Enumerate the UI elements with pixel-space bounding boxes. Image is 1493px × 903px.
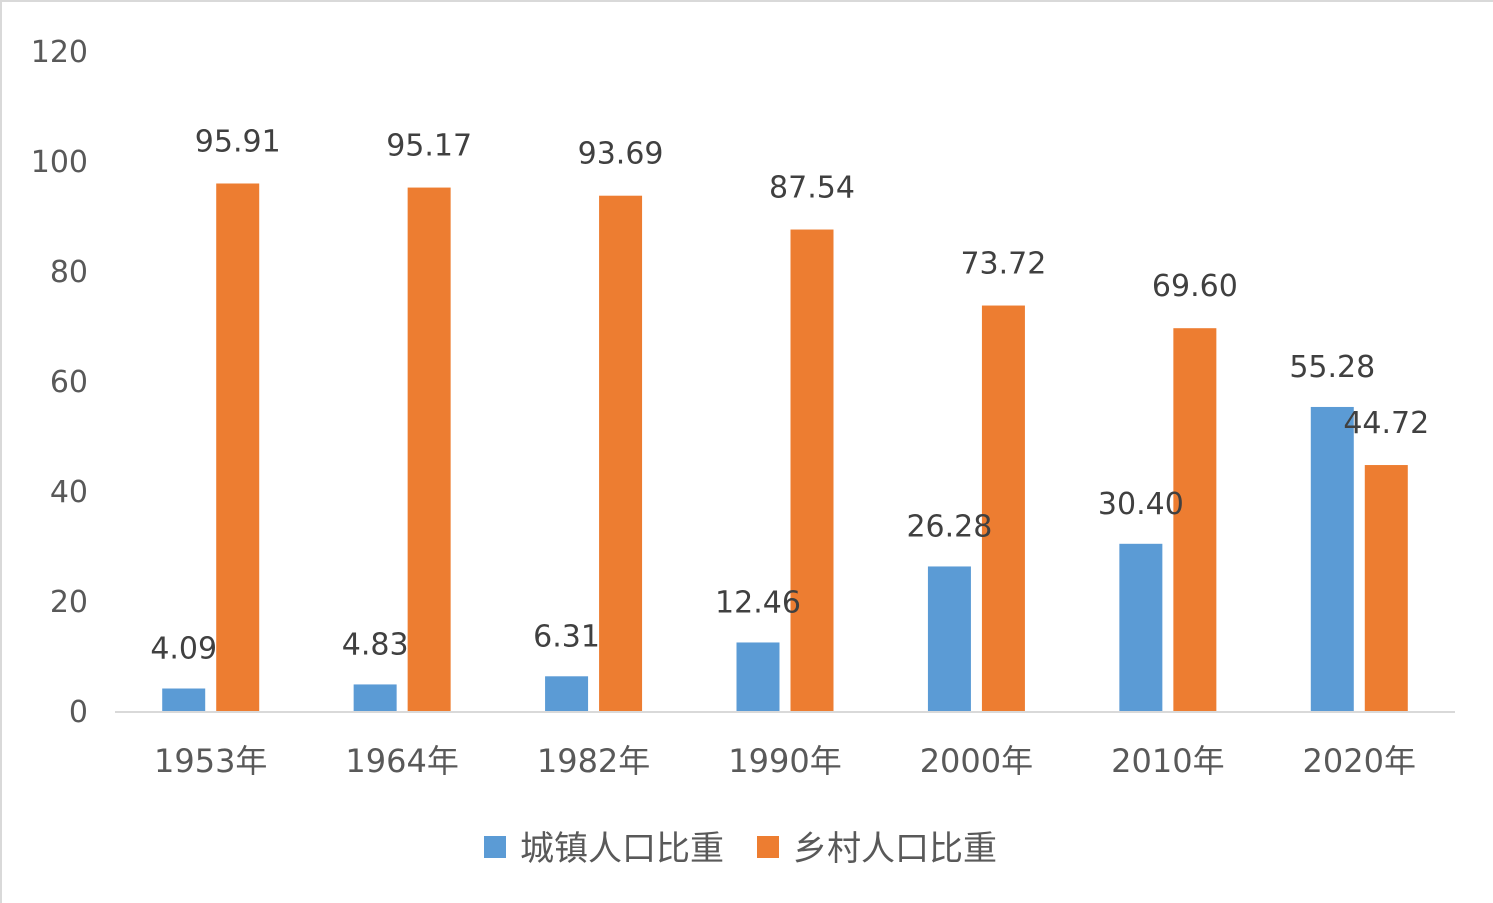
- legend-label-0: 城镇人口比重: [520, 829, 724, 869]
- bar-rural-1: [407, 187, 451, 711]
- y-tick-label: 100: [31, 145, 88, 180]
- y-tick-label: 80: [50, 255, 88, 290]
- bar-urban-2: [545, 676, 589, 711]
- data-label-urban-1: 4.83: [342, 627, 409, 662]
- bar-urban-6: [1310, 406, 1354, 711]
- data-label-urban-0: 4.09: [150, 632, 217, 667]
- bar-urban-0: [162, 688, 206, 711]
- x-tick-label: 1982年: [537, 742, 650, 780]
- bars: [162, 183, 1408, 711]
- y-tick-label: 60: [50, 365, 88, 400]
- data-label-urban-4: 26.28: [906, 509, 992, 544]
- x-axis: 1953年 1964年 1982年 1990年 2000年 2010年 2020年: [154, 742, 1416, 780]
- x-tick-label: 2000年: [920, 742, 1033, 780]
- legend-swatch-0: [484, 836, 506, 858]
- x-tick-label: 1990年: [728, 742, 841, 780]
- data-label-rural-5: 69.60: [1152, 269, 1238, 304]
- data-label-rural-6: 44.72: [1343, 406, 1429, 441]
- data-label-urban-5: 30.40: [1098, 487, 1184, 522]
- legend: 城镇人口比重 乡村人口比重: [484, 829, 997, 869]
- data-label-urban-2: 6.31: [533, 619, 600, 654]
- bar-rural-3: [790, 229, 834, 711]
- bar-urban-3: [736, 642, 780, 711]
- x-tick-label: 1964年: [345, 742, 458, 780]
- y-axis: 0 20 40 60 80 100 120: [31, 35, 88, 730]
- bar-rural-4: [981, 305, 1025, 711]
- legend-label-1: 乡村人口比重: [793, 829, 997, 869]
- data-label-rural-1: 95.17: [386, 129, 472, 164]
- bar-urban-5: [1119, 543, 1163, 711]
- y-tick-label: 0: [69, 695, 88, 730]
- x-tick-label: 2020年: [1303, 742, 1416, 780]
- bar-rural-0: [216, 183, 260, 711]
- bar-rural-5: [1173, 328, 1217, 711]
- x-tick-label: 2010年: [1111, 742, 1224, 780]
- data-label-rural-3: 87.54: [769, 171, 855, 206]
- data-label-rural-2: 93.69: [578, 137, 664, 172]
- bar-urban-1: [353, 684, 397, 711]
- data-labels: 4.09 95.91 4.83 95.17 6.31 93.69 12.46 87.54 26.…: [150, 124, 1429, 666]
- data-label-urban-3: 12.46: [715, 585, 801, 620]
- y-tick-label: 20: [50, 585, 88, 620]
- y-tick-label: 120: [31, 35, 88, 70]
- legend-swatch-1: [757, 836, 779, 858]
- bar-rural-6: [1364, 465, 1408, 711]
- bar-rural-2: [599, 195, 643, 711]
- y-tick-label: 40: [50, 475, 88, 510]
- data-label-rural-0: 95.91: [195, 124, 281, 159]
- data-label-urban-6: 55.28: [1289, 350, 1375, 385]
- x-tick-label: 1953年: [154, 742, 267, 780]
- data-label-rural-4: 73.72: [960, 247, 1046, 282]
- bar-urban-4: [927, 566, 971, 711]
